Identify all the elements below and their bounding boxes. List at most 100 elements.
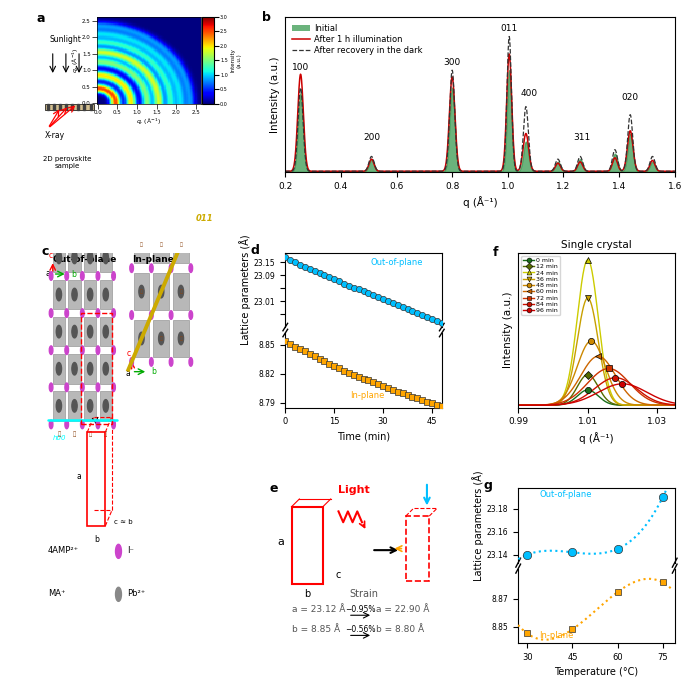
Circle shape xyxy=(149,357,153,366)
Y-axis label: Lattice parameters (Å): Lattice parameters (Å) xyxy=(239,234,251,345)
Y-axis label: Lattice parameters (Å): Lattice parameters (Å) xyxy=(472,470,484,581)
After recovery in the dark xyxy=(448,66,456,74)
After 1 h illumination xyxy=(324,167,332,175)
Circle shape xyxy=(159,332,164,345)
Circle shape xyxy=(49,346,53,355)
Text: ⓔ: ⓔ xyxy=(160,336,162,341)
After 1 h illumination xyxy=(669,167,677,175)
After recovery in the dark xyxy=(278,167,286,175)
Circle shape xyxy=(189,217,192,225)
Text: d: d xyxy=(251,244,260,257)
Circle shape xyxy=(103,399,108,412)
Bar xyxy=(153,273,169,310)
Bar xyxy=(134,320,149,357)
Title: Single crystal: Single crystal xyxy=(561,240,632,250)
Y-axis label: Intensity (a.u.): Intensity (a.u.) xyxy=(503,292,512,368)
Circle shape xyxy=(169,217,173,225)
After recovery in the dark xyxy=(347,167,356,175)
Circle shape xyxy=(88,399,92,412)
Text: ⓔ: ⓔ xyxy=(179,242,182,247)
Circle shape xyxy=(130,357,134,366)
Legend: 0 min, 12 min, 24 min, 36 min, 48 min, 60 min, 72 min, 84 min, 96 min: 0 min, 12 min, 24 min, 36 min, 48 min, 6… xyxy=(521,256,560,315)
Text: c: c xyxy=(336,570,340,580)
Text: c: c xyxy=(126,349,130,358)
Text: c ≈ b: c ≈ b xyxy=(114,519,133,525)
Circle shape xyxy=(65,383,68,391)
Bar xyxy=(153,226,169,263)
Text: b: b xyxy=(71,269,76,278)
Bar xyxy=(68,354,81,384)
Text: b: b xyxy=(262,11,271,24)
Bar xyxy=(84,317,97,347)
Text: X-ray: X-ray xyxy=(45,131,64,140)
After 1 h illumination xyxy=(676,167,684,175)
Text: Pb²⁺: Pb²⁺ xyxy=(127,589,145,598)
Text: b: b xyxy=(304,588,310,598)
After recovery in the dark xyxy=(319,167,327,175)
After recovery in the dark xyxy=(676,167,684,175)
Circle shape xyxy=(112,346,115,355)
Bar xyxy=(53,391,65,420)
Circle shape xyxy=(149,311,153,320)
X-axis label: Temperature (°C): Temperature (°C) xyxy=(554,668,638,677)
Text: ⓔ: ⓔ xyxy=(73,431,76,437)
Circle shape xyxy=(96,420,100,429)
Circle shape xyxy=(49,420,53,429)
Bar xyxy=(134,273,149,310)
Circle shape xyxy=(112,271,115,280)
Text: a: a xyxy=(36,12,45,25)
Bar xyxy=(292,507,323,584)
Text: a = 22.90 Å: a = 22.90 Å xyxy=(376,605,429,614)
Text: MA⁺: MA⁺ xyxy=(48,589,65,598)
Text: 100: 100 xyxy=(292,63,309,72)
Circle shape xyxy=(159,238,164,251)
After 1 h illumination xyxy=(626,127,634,135)
Circle shape xyxy=(149,264,153,272)
After 1 h illumination xyxy=(448,73,456,81)
Text: 2D perovskite
sample: 2D perovskite sample xyxy=(43,156,92,169)
Text: In-plane: In-plane xyxy=(539,631,573,640)
Text: ⓔ: ⓔ xyxy=(179,336,182,341)
Circle shape xyxy=(178,332,184,345)
After 1 h illumination xyxy=(347,167,356,175)
Circle shape xyxy=(159,285,164,298)
Bar xyxy=(81,313,112,424)
Bar xyxy=(84,242,97,272)
Circle shape xyxy=(72,362,77,375)
After 1 h illumination xyxy=(431,167,439,175)
Bar xyxy=(87,432,105,526)
Text: a = 23.12 Å: a = 23.12 Å xyxy=(292,605,345,614)
Circle shape xyxy=(72,399,77,412)
Circle shape xyxy=(103,362,108,375)
Bar xyxy=(134,226,149,263)
Circle shape xyxy=(103,251,108,263)
Bar xyxy=(99,354,112,384)
Bar xyxy=(53,242,65,272)
Bar xyxy=(99,391,112,420)
Text: 400: 400 xyxy=(520,89,537,97)
Circle shape xyxy=(130,311,134,320)
Bar xyxy=(53,354,65,384)
Circle shape xyxy=(112,420,115,429)
Legend: Initial, After 1 h illumination, After recovery in the dark: Initial, After 1 h illumination, After r… xyxy=(290,21,425,58)
Circle shape xyxy=(96,383,100,391)
Circle shape xyxy=(189,264,192,272)
Circle shape xyxy=(81,309,84,318)
Circle shape xyxy=(169,264,173,272)
Circle shape xyxy=(72,251,77,263)
Circle shape xyxy=(189,311,192,320)
Circle shape xyxy=(139,238,144,251)
Text: −0.95%: −0.95% xyxy=(345,605,375,614)
Text: ⓔ: ⓔ xyxy=(160,289,162,294)
Circle shape xyxy=(56,362,62,375)
X-axis label: q (Å⁻¹): q (Å⁻¹) xyxy=(579,432,614,443)
Circle shape xyxy=(65,420,68,429)
Text: c: c xyxy=(48,251,52,261)
Text: ⓔ: ⓔ xyxy=(104,431,108,437)
Polygon shape xyxy=(45,104,94,110)
Text: ⓔ: ⓔ xyxy=(88,431,92,437)
Circle shape xyxy=(116,587,121,601)
Y-axis label: Intensity (a.u.): Intensity (a.u.) xyxy=(270,56,279,133)
Circle shape xyxy=(96,234,100,243)
Bar xyxy=(99,242,112,272)
